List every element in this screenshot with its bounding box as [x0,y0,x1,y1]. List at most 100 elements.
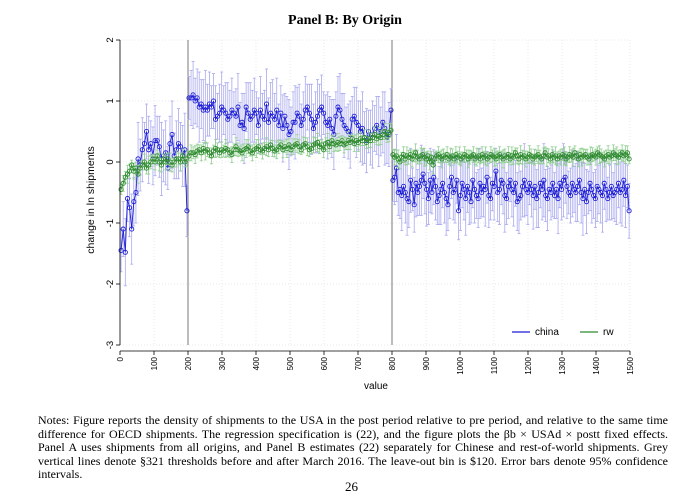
rw-point [339,138,345,144]
rw-point [593,154,599,160]
china-point [152,138,158,144]
china-point [434,199,440,205]
china-point [339,116,345,122]
china-point [564,183,570,189]
china-point [319,104,325,110]
rw-point [268,142,274,148]
china-point [599,192,606,199]
china-point [208,104,215,110]
y-axis-label: change in ln shipments [85,146,97,253]
china-point [500,180,506,186]
china-point [569,180,575,186]
china-point [141,141,147,147]
china-point [432,183,439,189]
china-point [139,147,145,153]
china-point [607,189,613,196]
china-point [580,196,586,202]
china-point [306,110,312,116]
china-point [443,196,449,202]
china-point [555,196,561,202]
rw-point [135,171,141,177]
china-point [413,180,419,186]
china-point [459,180,465,186]
china-point [409,186,415,192]
china-point [518,192,524,199]
china-point [452,186,458,192]
china-point [484,174,490,180]
x-tick-label: 0 [116,356,125,361]
y-tick-label: 2 [105,37,116,42]
china-line [392,168,630,211]
rw-point [141,159,147,165]
rw-series [118,122,632,195]
china-point [466,189,472,196]
china-point [321,110,327,116]
rw-point [120,180,126,186]
china-point [525,189,531,196]
china-point [416,183,423,189]
china-point [217,110,223,116]
china-point [496,186,503,192]
china-point [223,110,229,116]
x-tick-label: 1300 [558,356,567,374]
china-point [603,186,609,192]
china-point [445,202,451,208]
china-point [284,122,290,128]
china-point [178,144,184,150]
china-point [623,192,629,199]
china-point [454,177,460,183]
china-point [266,119,272,125]
china-point [169,131,175,138]
rw-point [325,139,331,146]
x-tick-label: 100 [150,356,159,370]
china-point [477,180,483,186]
china-point [329,125,335,131]
china-series [118,60,632,287]
rw-point [349,136,355,142]
china-point [406,199,412,205]
china-point [553,186,559,192]
china-point [585,189,591,196]
china-point [210,98,217,104]
china-point [539,186,545,192]
china-point [148,141,154,147]
rw-point [154,153,160,159]
china-point [615,180,622,186]
china-point [388,107,394,113]
china-point [567,192,574,199]
china-point [249,113,255,119]
china-point [550,180,556,186]
china-point [587,180,593,186]
china-point [528,186,534,192]
page-number: 26 [345,479,358,494]
rw-point [624,150,630,156]
rw-point [384,133,390,139]
legend-china-label: china [535,327,559,338]
china-point [548,189,554,196]
x-tick-label: 1400 [592,356,601,374]
china-point [424,186,430,192]
china-point [578,189,584,196]
china-point [541,177,547,183]
rw-point [427,159,433,165]
china-point [456,208,462,214]
china-point [257,107,263,113]
figure-notes: Notes: Figure reports the density of shi… [38,413,668,482]
china-point [493,168,499,174]
china-point [272,116,278,122]
china-point [415,189,421,196]
rw-point [173,156,179,162]
china-point [154,138,160,144]
china-point [374,122,380,128]
y-tick-label: 0 [105,159,116,164]
china-point [397,186,403,192]
china-point [124,196,130,202]
x-tick-label: 1000 [456,356,465,374]
rw-point [278,142,284,148]
china-point [511,189,517,196]
china-point [582,186,588,192]
china-point [468,199,474,205]
y-tick-label: -2 [105,280,116,288]
rw-point [321,147,327,153]
rw-point [245,144,251,150]
